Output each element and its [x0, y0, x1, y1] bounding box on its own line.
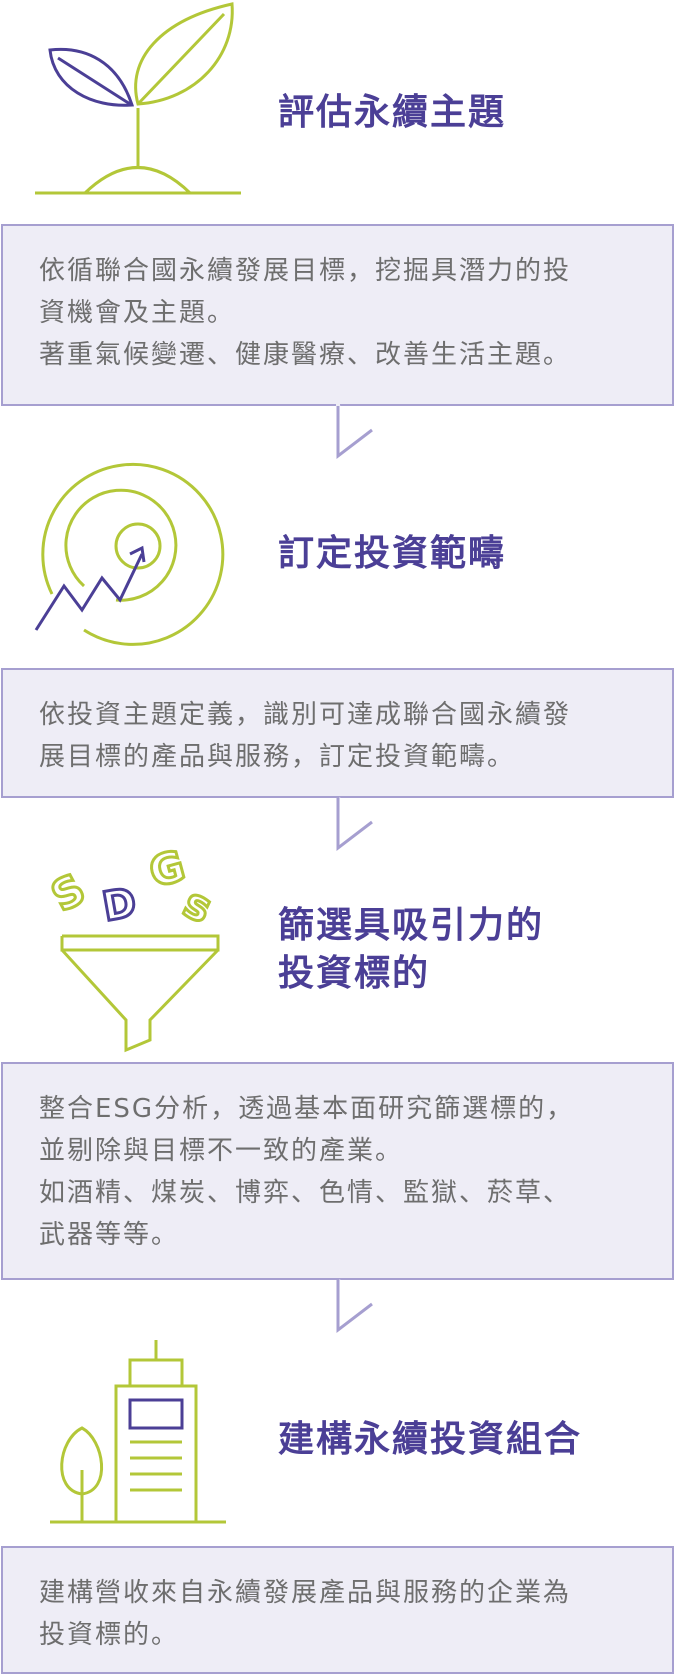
building-tree-icon	[50, 1340, 226, 1524]
step-description-box: 整合ESG分析，透過基本面研究篩選標的， 並剔除與目標不一致的產業。 如酒精、煤…	[1, 1062, 674, 1280]
target-growth-icon	[34, 462, 225, 646]
description-line: 建構營收來自永續發展產品與服務的企業為	[39, 1578, 572, 1608]
description-line: 著重氣候變遷、健康醫療、改善生活主題。	[39, 340, 572, 370]
step-2: 訂定投資範疇 依投資主題定義，識別可達成聯合國永續發 展目標的產品與服務，訂定投…	[0, 450, 677, 860]
description-line: 依循聯合國永續發展目標，挖掘具潛力的投	[39, 256, 572, 286]
step-description-box: 建構營收來自永續發展產品與服務的企業為 投資標的。	[1, 1546, 674, 1674]
step-title: 建構永續投資組合	[278, 1419, 583, 1460]
description-line: 如酒精、煤炭、博弈、色情、監獄、菸草、	[39, 1178, 572, 1208]
step-4: 建構永續投資組合 建構營收來自永續發展產品與服務的企業為 投資標的。	[0, 1330, 677, 1676]
sdgs-letter-d: D	[99, 880, 140, 931]
step-title: 投資標的	[278, 953, 431, 994]
step-title: 訂定投資範疇	[278, 533, 507, 574]
description-line: 並剔除與目標不一致的產業。	[39, 1136, 404, 1166]
sdgs-letter-g: G	[144, 841, 190, 897]
description-line: 展目標的產品與服務，訂定投資範疇。	[39, 742, 516, 772]
step-title: 篩選具吸引力的	[278, 905, 545, 946]
step-title: 評估永續主題	[278, 92, 507, 133]
sdgs-funnel-icon: S G s D	[42, 840, 221, 1053]
description-line: 武器等等。	[39, 1220, 180, 1250]
description-line: 依投資主題定義，識別可達成聯合國永續發	[39, 700, 572, 730]
step-description-box: 依投資主題定義，識別可達成聯合國永續發 展目標的產品與服務，訂定投資範疇。	[1, 668, 674, 798]
step-1: 評估永續主題 依循聯合國永續發展目標，挖掘具潛力的投 資機會及主題。 著重氣候變…	[0, 0, 677, 460]
step-description-box: 依循聯合國永續發展目標，挖掘具潛力的投 資機會及主題。 著重氣候變遷、健康醫療、…	[1, 224, 674, 406]
description-line: 投資標的。	[39, 1620, 180, 1650]
description-line: 資機會及主題。	[39, 298, 236, 328]
chevron-down-icon	[336, 404, 373, 460]
chevron-down-icon	[336, 1278, 373, 1334]
sprout-icon	[35, 2, 241, 195]
description-line: 整合ESG分析，透過基本面研究篩選標的，	[39, 1094, 575, 1124]
chevron-down-icon	[336, 796, 373, 852]
step-3: S G s D 篩選具吸引力的 投資標的 整合ESG分析，透過基本面研究篩選標的…	[0, 840, 677, 1334]
sdgs-letter-s: S	[43, 864, 93, 921]
